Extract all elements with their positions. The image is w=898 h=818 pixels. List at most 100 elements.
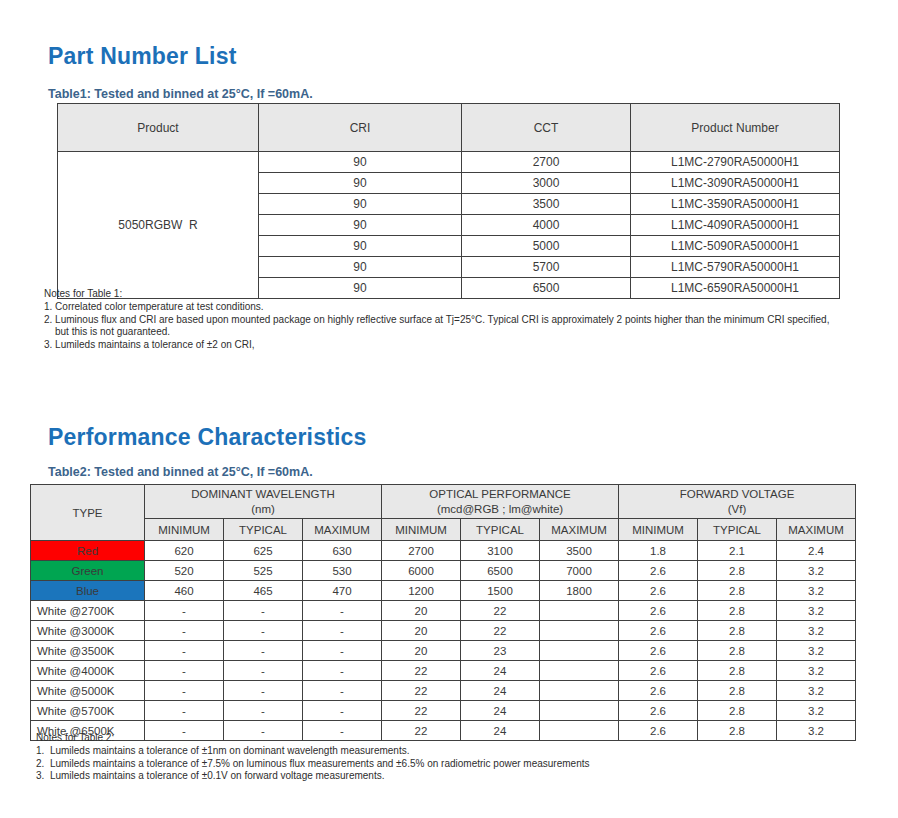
value-cell (540, 641, 619, 661)
note-line: 1. Lumileds maintains a tolerance of ±1n… (36, 745, 856, 758)
table1-notes-list: 1. Correlated color temperature at test … (44, 301, 844, 352)
value-cell: - (224, 661, 303, 681)
group-title: DOMINANT WAVELENGTH (145, 487, 381, 502)
section-title-part-number-list: Part Number List (48, 43, 237, 70)
note-line: 3. Lumileds maintains a tolerance of ±0.… (36, 770, 856, 783)
value-cell: 520 (145, 561, 224, 581)
table-row: Red6206256302700310035001.82.12.4 (31, 541, 856, 561)
value-cell: 1.8 (619, 541, 698, 561)
value-cell: - (224, 601, 303, 621)
value-cell: 7000 (540, 561, 619, 581)
table-row: White @3500K---20232.62.83.2 (31, 641, 856, 661)
value-cell: 2.4 (777, 541, 856, 561)
subheader-maximum: MAXIMUM (303, 519, 382, 541)
value-cell: 525 (224, 561, 303, 581)
value-cell: 2.8 (698, 641, 777, 661)
group-subtitle: (mcd@RGB ; lm@white) (382, 502, 618, 517)
value-cell: 3.2 (777, 681, 856, 701)
value-cell: - (224, 681, 303, 701)
value-cell: 2.6 (619, 601, 698, 621)
table2-header-type: TYPE (31, 485, 145, 541)
value-cell: 24 (461, 661, 540, 681)
cell-cct: 5700 (462, 257, 631, 278)
cell-pn: L1MC-3590RA50000H1 (631, 194, 840, 215)
value-cell: - (145, 621, 224, 641)
value-cell: - (224, 701, 303, 721)
table2-notes-title: Notes for Table 2: (36, 732, 856, 745)
value-cell: 1500 (461, 581, 540, 601)
value-cell: 24 (461, 701, 540, 721)
value-cell: 2.1 (698, 541, 777, 561)
value-cell: - (303, 641, 382, 661)
value-cell: 22 (382, 681, 461, 701)
table1-caption: Table1: Tested and binned at 25°C, If =6… (48, 87, 313, 101)
value-cell: 2.6 (619, 581, 698, 601)
note-line: 3. Lumileds maintains a tolerance of ±2 … (44, 339, 844, 352)
part-number-table: Product CRI CCT Product Number 5050RGBW … (57, 103, 840, 299)
table1-header-row: Product CRI CCT Product Number (58, 104, 840, 152)
table-row: Green5205255306000650070002.62.83.2 (31, 561, 856, 581)
group-title: FORWARD VOLTAGE (619, 487, 855, 502)
value-cell: 2.6 (619, 661, 698, 681)
section-title-performance-characteristics: Performance Characteristics (48, 424, 367, 451)
table1-notes-title: Notes for Table 1: (44, 288, 844, 301)
value-cell: 23 (461, 641, 540, 661)
table-row: Blue4604654701200150018002.62.83.2 (31, 581, 856, 601)
table1-header-cct: CCT (462, 104, 631, 152)
value-cell: 620 (145, 541, 224, 561)
table2-group-header-row: TYPE DOMINANT WAVELENGTH (nm) OPTICAL PE… (31, 485, 856, 519)
value-cell: 24 (461, 681, 540, 701)
type-cell: White @5000K (31, 681, 145, 701)
table1-notes: Notes for Table 1: 1. Correlated color t… (44, 288, 844, 352)
value-cell: 2.6 (619, 561, 698, 581)
note-line: 1. Correlated color temperature at test … (44, 301, 844, 314)
cell-cri: 90 (259, 215, 462, 236)
subheader-typical: TYPICAL (461, 519, 540, 541)
cell-cct: 3500 (462, 194, 631, 215)
note-line: 2. Lumileds maintains a tolerance of ±7.… (36, 758, 856, 771)
value-cell: - (145, 661, 224, 681)
cell-cri: 90 (259, 152, 462, 173)
value-cell: 2.8 (698, 661, 777, 681)
value-cell: 3.2 (777, 601, 856, 621)
value-cell (540, 601, 619, 621)
table2-subheader-row: MINIMUM TYPICAL MAXIMUM MINIMUM TYPICAL … (31, 519, 856, 541)
value-cell: - (224, 621, 303, 641)
value-cell: 2.6 (619, 621, 698, 641)
cell-cri: 90 (259, 173, 462, 194)
value-cell: - (303, 621, 382, 641)
table1-header-product: Product (58, 104, 259, 152)
cell-pn: L1MC-4090RA50000H1 (631, 215, 840, 236)
table2-notes-list: 1. Lumileds maintains a tolerance of ±1n… (36, 745, 856, 783)
value-cell: 2.8 (698, 581, 777, 601)
table2-caption: Table2: Tested and binned at 25°C, If =6… (48, 465, 313, 479)
type-cell: White @4000K (31, 661, 145, 681)
datasheet-page: Part Number List Table1: Tested and binn… (0, 0, 898, 818)
value-cell: - (303, 701, 382, 721)
type-cell: White @2700K (31, 601, 145, 621)
value-cell: 1200 (382, 581, 461, 601)
type-cell: White @3000K (31, 621, 145, 641)
value-cell: 3.2 (777, 661, 856, 681)
value-cell (540, 661, 619, 681)
performance-table-body: Red6206256302700310035001.82.12.4Green52… (31, 541, 856, 741)
value-cell: 3.2 (777, 701, 856, 721)
table1-header-cri: CRI (259, 104, 462, 152)
value-cell: 2.8 (698, 621, 777, 641)
cell-cct: 4000 (462, 215, 631, 236)
value-cell: - (303, 601, 382, 621)
type-cell: Blue (31, 581, 145, 601)
value-cell: 2.6 (619, 641, 698, 661)
value-cell: 530 (303, 561, 382, 581)
table2-notes: Notes for Table 2: 1. Lumileds maintains… (36, 732, 856, 783)
subheader-typical: TYPICAL (224, 519, 303, 541)
cell-cri: 90 (259, 236, 462, 257)
value-cell: - (303, 681, 382, 701)
type-cell: White @3500K (31, 641, 145, 661)
value-cell: - (224, 641, 303, 661)
value-cell: 3.2 (777, 621, 856, 641)
value-cell: 3100 (461, 541, 540, 561)
cell-pn: L1MC-5090RA50000H1 (631, 236, 840, 257)
subheader-maximum: MAXIMUM (777, 519, 856, 541)
table2-header-forward-voltage: FORWARD VOLTAGE (Vf) (619, 485, 856, 519)
